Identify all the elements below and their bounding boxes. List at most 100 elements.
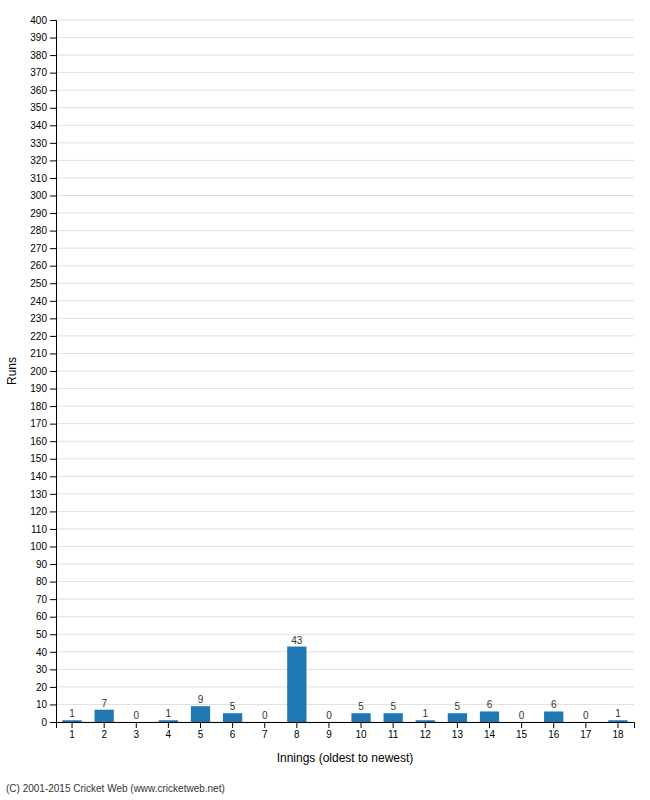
grid-line: [56, 72, 634, 73]
data-label: 1: [69, 708, 75, 719]
x-tick: 17: [580, 722, 592, 740]
tick-label: 10: [36, 699, 48, 710]
chart-container: 1701950430551560601123456789101112131415…: [0, 0, 650, 800]
tick-label: 330: [30, 138, 47, 149]
y-tick: 270: [30, 243, 56, 254]
tick-label: 12: [420, 729, 432, 740]
tick-label: 380: [30, 50, 47, 61]
tick-label: 180: [30, 401, 47, 412]
tick-label: 250: [30, 278, 47, 289]
grid-line: [56, 616, 634, 617]
grid-line: [56, 371, 634, 372]
grid-line: [56, 669, 634, 670]
y-tick: 330: [30, 138, 56, 149]
bar: [448, 713, 467, 722]
bar: [62, 720, 81, 722]
grid-line: [56, 634, 634, 635]
bar: [351, 713, 370, 722]
tick-label: 190: [30, 383, 47, 394]
x-tick: 4: [166, 722, 172, 740]
tick-mark: [50, 20, 56, 21]
tick-label: 70: [36, 594, 48, 605]
y-tick: 230: [30, 313, 56, 324]
tick-label: 10: [355, 729, 367, 740]
tick-mark: [425, 722, 426, 728]
tick-mark: [50, 617, 56, 618]
grid-line: [56, 511, 634, 512]
tick-label: 170: [30, 418, 47, 429]
tick-mark: [50, 441, 56, 442]
tick-mark: [50, 160, 56, 161]
tick-label: 9: [326, 729, 332, 740]
x-tick: 1: [69, 722, 75, 740]
tick-mark: [50, 722, 56, 723]
tick-mark: [50, 90, 56, 91]
grid-line: [56, 177, 634, 178]
y-tick: 90: [36, 559, 56, 570]
y-tick: 300: [30, 190, 56, 201]
tick-label: 340: [30, 120, 47, 131]
grid-line: [56, 476, 634, 477]
tick-label: 8: [294, 729, 300, 740]
tick-mark: [50, 55, 56, 56]
grid-line: [56, 125, 634, 126]
data-label: 6: [551, 699, 557, 710]
grid-line: [56, 704, 634, 705]
y-tick: 370: [30, 67, 56, 78]
y-tick: 280: [30, 225, 56, 236]
y-tick: 250: [30, 278, 56, 289]
y-tick: 160: [30, 436, 56, 447]
y-axis-title: Runs: [5, 357, 19, 385]
tick-mark: [393, 722, 394, 728]
tick-mark: [50, 476, 56, 477]
tick-label: 140: [30, 471, 47, 482]
grid-line: [56, 493, 634, 494]
tick-label: 310: [30, 173, 47, 184]
tick-label: 160: [30, 436, 47, 447]
tick-mark: [50, 318, 56, 319]
y-tick: 260: [30, 260, 56, 271]
y-tick: 50: [36, 629, 56, 640]
x-tick: 5: [198, 722, 204, 740]
tick-mark: [50, 424, 56, 425]
grid-line: [56, 388, 634, 389]
grid-line: [56, 441, 634, 442]
tick-label: 6: [230, 729, 236, 740]
y-tick: 310: [30, 173, 56, 184]
data-label: 1: [166, 708, 172, 719]
x-tick: 2: [101, 722, 107, 740]
tick-mark: [50, 213, 56, 214]
tick-label: 60: [36, 611, 48, 622]
tick-mark: [50, 389, 56, 390]
grid-line: [56, 142, 634, 143]
x-tick: 16: [548, 722, 560, 740]
bar: [319, 722, 338, 723]
y-tick: 100: [30, 541, 56, 552]
tick-label: 200: [30, 366, 47, 377]
tick-label: 4: [166, 729, 172, 740]
tick-label: 90: [36, 559, 48, 570]
data-label: 5: [230, 701, 236, 712]
tick-label: 80: [36, 576, 48, 587]
data-label: 5: [455, 701, 461, 712]
bar: [191, 706, 210, 722]
y-tick: 80: [36, 576, 56, 587]
tick-mark: [50, 494, 56, 495]
y-axis: 0102030405060708090100110120130140150160…: [30, 15, 56, 728]
y-tick: 30: [36, 664, 56, 675]
tick-mark: [50, 599, 56, 600]
tick-label: 17: [580, 729, 592, 740]
tick-mark: [361, 722, 362, 728]
y-tick: 360: [30, 85, 56, 96]
data-label: 1: [422, 708, 428, 719]
tick-mark: [264, 722, 265, 728]
tick-label: 400: [30, 15, 47, 26]
tick-label: 14: [484, 729, 496, 740]
data-label: 0: [326, 710, 332, 721]
axis-line: [50, 21, 57, 723]
tick-mark: [72, 722, 73, 728]
grid-line: [56, 599, 634, 600]
y-tick: 400: [30, 15, 56, 26]
grid-line: [56, 353, 634, 354]
tick-label: 220: [30, 331, 47, 342]
